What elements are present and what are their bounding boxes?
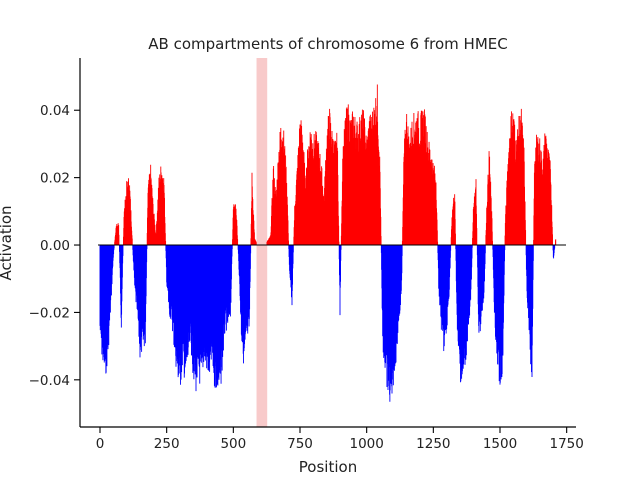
x-tick-label: 1000	[349, 436, 383, 452]
x-axis-ticks: 0 250 500 750 1000 1250 1500 1750	[96, 427, 584, 452]
highlight-region	[256, 58, 268, 427]
x-tick-label: 1500	[483, 436, 517, 452]
y-tick-label: 0.02	[40, 171, 70, 187]
chart-title: AB compartments of chromosome 6 from HME…	[148, 35, 507, 53]
y-tick-label: −0.04	[29, 373, 70, 389]
x-tick-label: 0	[96, 436, 105, 452]
x-tick-label: 500	[220, 436, 246, 452]
x-tick-label: 250	[154, 436, 180, 452]
x-tick-label: 1750	[549, 436, 583, 452]
x-axis-label: Position	[299, 458, 357, 476]
y-tick-label: 0.04	[40, 103, 70, 119]
x-tick-label: 1250	[416, 436, 450, 452]
y-tick-label: 0.00	[40, 238, 70, 254]
y-tick-label: −0.02	[29, 305, 70, 321]
y-axis-ticks: −0.04 −0.02 0.00 0.02 0.04	[29, 103, 80, 389]
x-tick-label: 750	[287, 436, 313, 452]
y-axis-label: Activation	[0, 205, 15, 280]
activation-bars	[99, 84, 557, 402]
